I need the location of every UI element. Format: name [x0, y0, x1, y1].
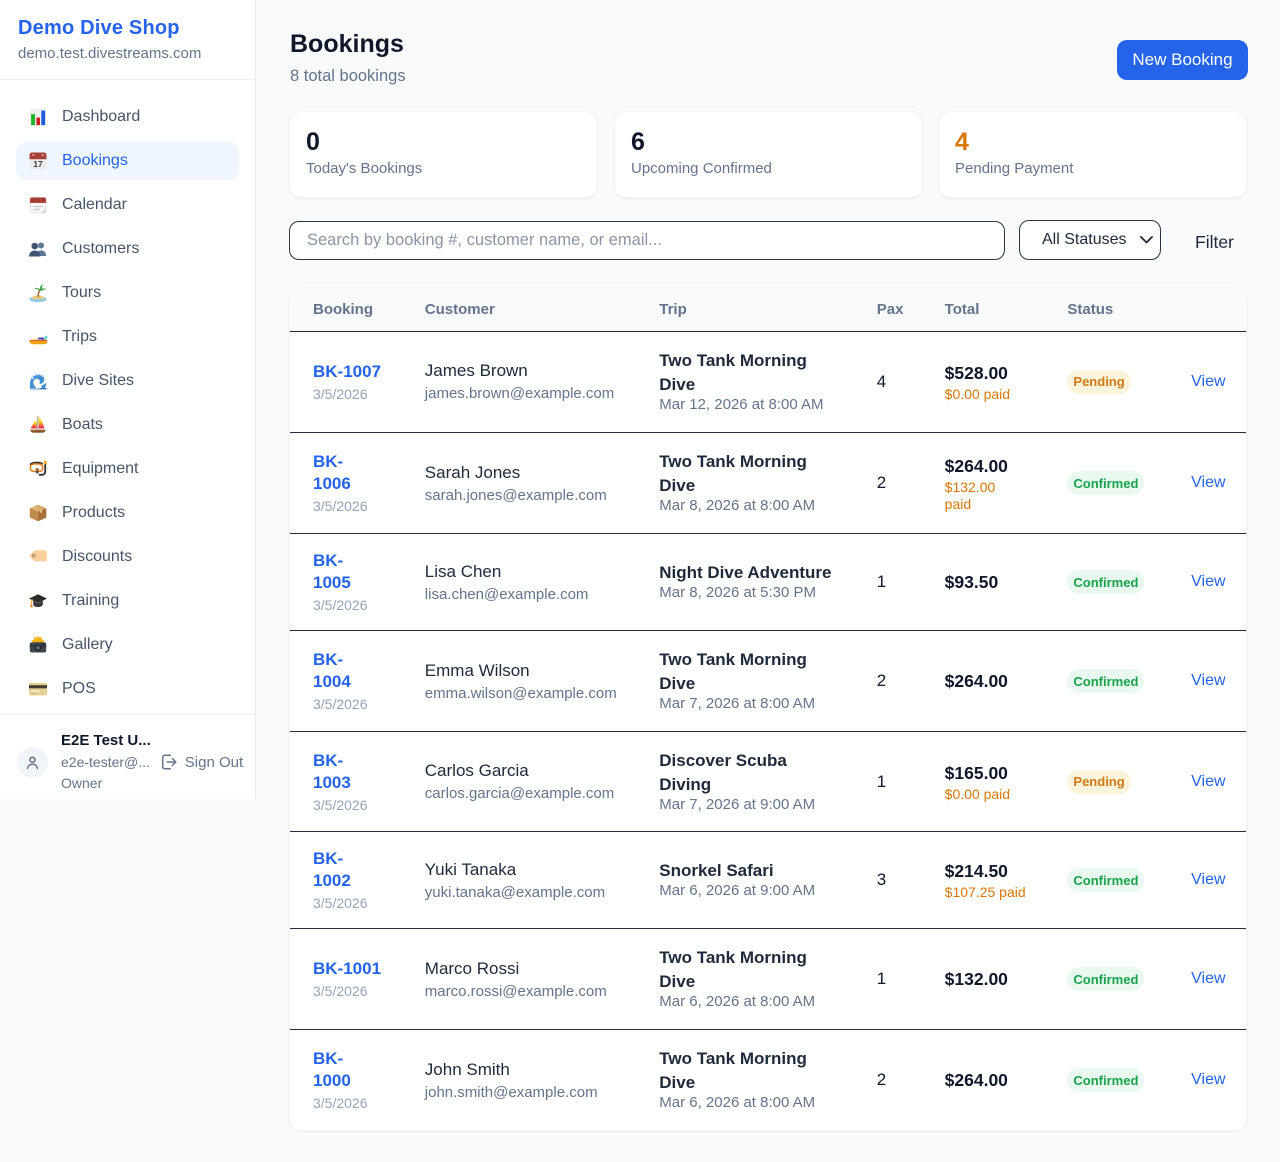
svg-text:17: 17 — [33, 159, 43, 169]
